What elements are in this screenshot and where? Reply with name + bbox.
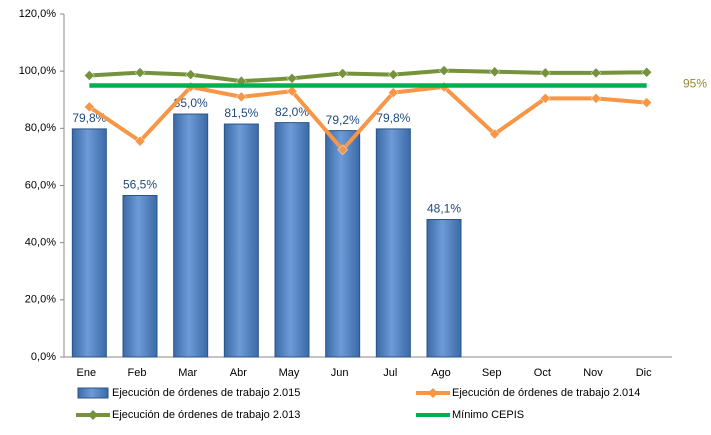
line xyxy=(89,68,647,84)
y-tick-label: 40,0% xyxy=(25,237,56,249)
bar xyxy=(375,128,411,358)
y-tick-label: 20,0% xyxy=(25,294,56,306)
marker xyxy=(337,68,349,79)
end-label: 95% xyxy=(683,77,707,91)
y-tick-label: 60,0% xyxy=(25,179,56,191)
marker xyxy=(387,87,399,98)
legend-marker xyxy=(88,410,98,420)
marker xyxy=(590,67,602,79)
x-tick-label: May xyxy=(279,367,300,379)
x-tick-label: Ene xyxy=(77,367,97,379)
marker xyxy=(185,69,197,80)
data-label: 82,0% xyxy=(275,105,309,119)
x-tick-label: Jun xyxy=(331,367,349,379)
marker xyxy=(134,67,146,78)
line xyxy=(88,84,647,153)
x-tick-label: Ago xyxy=(431,367,451,379)
bar xyxy=(325,130,361,358)
data-label: 85,0% xyxy=(174,96,208,110)
marker xyxy=(641,97,653,108)
data-label: 79,8% xyxy=(376,111,410,125)
marker xyxy=(590,92,602,104)
x-tick-label: Dic xyxy=(636,367,652,379)
data-label: 48,1% xyxy=(427,202,461,216)
bar xyxy=(223,123,259,358)
marker xyxy=(489,128,501,140)
marker xyxy=(286,85,298,97)
bar xyxy=(71,128,107,358)
legend-label: Mínimo CEPIS xyxy=(452,409,524,421)
marker xyxy=(489,66,501,78)
marker xyxy=(539,67,551,79)
y-tick-label: 0,0% xyxy=(31,351,56,363)
legend-swatch xyxy=(77,387,109,399)
marker xyxy=(438,65,450,76)
marker xyxy=(539,92,551,104)
bar xyxy=(274,122,310,358)
bar xyxy=(173,113,209,358)
marker xyxy=(235,91,247,103)
legend-label: Ejecución de órdenes de trabajo 2.013 xyxy=(112,409,300,421)
x-tick-label: Mar xyxy=(178,367,197,379)
x-tick-label: Nov xyxy=(583,367,603,379)
marker xyxy=(83,101,95,113)
data-label: 81,5% xyxy=(224,106,258,120)
marker xyxy=(641,66,653,78)
bar xyxy=(426,219,462,358)
bar xyxy=(122,195,158,358)
marker xyxy=(83,70,95,81)
x-tick-label: Sep xyxy=(482,367,502,379)
legend-marker xyxy=(428,388,438,398)
data-label: 79,2% xyxy=(326,113,360,127)
y-tick-label: 120,0% xyxy=(19,8,57,20)
y-tick-label: 80,0% xyxy=(25,122,56,134)
x-tick-label: Oct xyxy=(534,367,551,379)
legend-label: Ejecución de órdenes de trabajo 2.014 xyxy=(452,387,640,399)
y-tick-label: 100,0% xyxy=(19,65,57,77)
x-tick-label: Feb xyxy=(128,367,147,379)
marker xyxy=(134,135,146,147)
x-tick-label: Jul xyxy=(383,367,397,379)
legend-label: Ejecución de órdenes de trabajo 2.015 xyxy=(112,387,300,399)
marker xyxy=(387,69,399,80)
data-label: 56,5% xyxy=(123,178,157,192)
marker xyxy=(337,144,349,156)
x-tick-label: Abr xyxy=(230,367,247,379)
marker xyxy=(286,72,298,84)
